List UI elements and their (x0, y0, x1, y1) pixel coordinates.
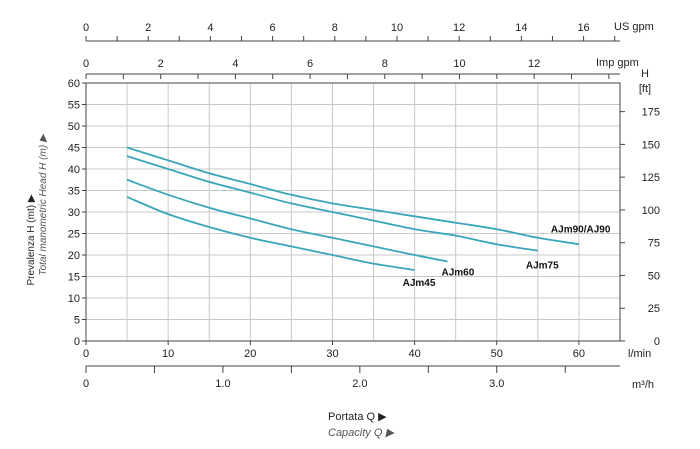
x-tick-label: 10 (162, 348, 174, 360)
ft-axis-label: H (641, 68, 649, 80)
m3h-tick-label: 2.0 (352, 378, 367, 390)
grid (85, 82, 621, 342)
x-unit-label: l/min (628, 348, 651, 360)
curve-ajm90-aj90 (126, 146, 580, 246)
series-label-ajm75: AJm75 (526, 261, 559, 272)
y-tick-label: 5 (74, 315, 80, 327)
imp-gpm-tick-label: 2 (158, 58, 164, 70)
y-axis-title: Prevalenza H (mt) ▶ (26, 194, 37, 285)
m3h-tick-label: 0 (83, 378, 89, 390)
y-tick-label: 25 (68, 229, 80, 241)
us-gpm-tick-label: 4 (207, 22, 213, 34)
us-gpm-label: US gpm (614, 21, 654, 33)
imp-gpm-tick-label: 8 (382, 58, 388, 70)
imp-gpm-tick-label: 10 (453, 58, 465, 70)
ft-tick-label: 100 (642, 205, 660, 217)
curves (126, 146, 580, 271)
series-label-ajm60: AJm60 (441, 267, 474, 278)
us-gpm-tick-label: 14 (515, 22, 527, 34)
ft-tick-label: 25 (648, 303, 660, 315)
x-axis-title-en: Capacity Q ▶ (328, 427, 395, 439)
series-label-ajm90-aj90: AJm90/AJ90 (551, 224, 611, 235)
ft-tick-label: 175 (642, 107, 660, 119)
ft-tick-label: 0 (654, 336, 660, 348)
m3h-tick-label: 1.0 (215, 378, 230, 390)
labels: AJm90/AJ90 AJm75 AJm60 AJm45 (403, 224, 611, 289)
us-gpm-tick-label: 10 (391, 22, 403, 34)
y-tick-label: 50 (68, 121, 80, 133)
y-tick-label: 10 (68, 293, 80, 305)
axes: 0510152025303540455055600255075100125150… (68, 22, 660, 390)
series-label-ajm45: AJm45 (403, 278, 436, 289)
us-gpm-tick-label: 2 (145, 22, 151, 34)
x-tick-label: 50 (491, 348, 503, 360)
ft-tick-label: 150 (642, 139, 660, 151)
curve-ajm75 (126, 155, 538, 252)
y-tick-label: 20 (68, 250, 80, 262)
us-gpm-tick-label: 12 (453, 22, 465, 34)
us-gpm-tick-label: 8 (332, 22, 338, 34)
y-axis-title-en: Total manometric Head H (m) ▶ (38, 133, 49, 276)
y-tick-label: 15 (68, 272, 80, 284)
m3h-label: m³/h (632, 379, 654, 391)
ft-tick-label: 50 (648, 270, 660, 282)
us-gpm-tick-label: 6 (270, 22, 276, 34)
imp-gpm-label: Imp gpm (596, 57, 639, 69)
ft-unit-label: [ft] (639, 83, 651, 95)
imp-gpm-tick-label: 12 (528, 58, 540, 70)
y-tick-label: 0 (74, 336, 80, 348)
y-tick-label: 55 (68, 100, 80, 112)
ft-tick-label: 125 (642, 172, 660, 184)
us-gpm-tick-label: 16 (577, 22, 589, 34)
x-tick-label: 30 (326, 348, 338, 360)
imp-gpm-tick-label: 4 (232, 58, 238, 70)
y-tick-label: 60 (68, 78, 80, 90)
ft-tick-label: 75 (648, 238, 660, 250)
x-axis-title: Portata Q ▶ (328, 411, 387, 423)
imp-gpm-tick-label: 6 (307, 58, 313, 70)
y-tick-label: 30 (68, 207, 80, 219)
us-gpm-tick-label: 0 (83, 22, 89, 34)
x-tick-label: 0 (83, 348, 89, 360)
m3h-tick-label: 3.0 (489, 378, 504, 390)
x-tick-label: 20 (244, 348, 256, 360)
x-tick-label: 60 (573, 348, 585, 360)
y-tick-label: 45 (68, 143, 80, 155)
imp-gpm-tick-label: 0 (83, 58, 89, 70)
curve-ajm45 (126, 196, 415, 271)
y-tick-label: 35 (68, 186, 80, 198)
curve-ajm60 (126, 178, 448, 263)
y-tick-label: 40 (68, 164, 80, 176)
x-tick-label: 40 (408, 348, 420, 360)
